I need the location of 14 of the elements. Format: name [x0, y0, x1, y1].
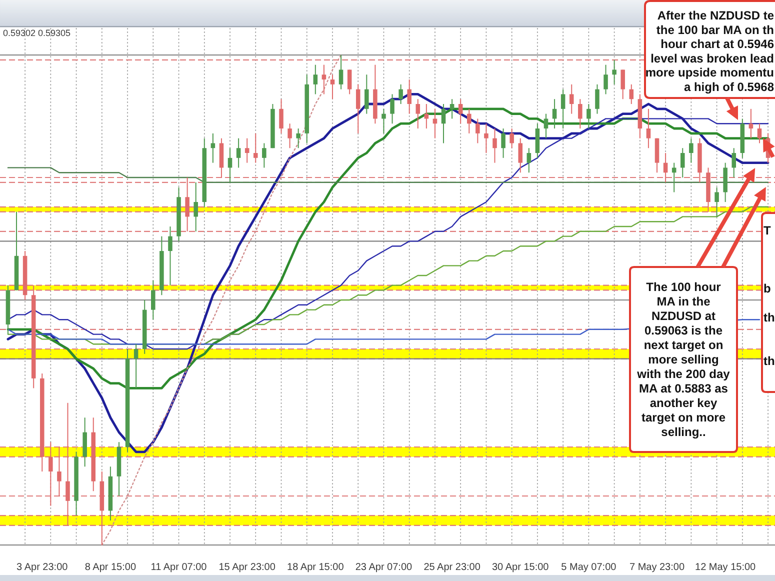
x-tick-label: 30 Apr 15:00	[492, 562, 550, 573]
x-tick-label: 18 Apr 15:00	[287, 562, 344, 573]
x-tick-label: 12 May 15:00	[695, 562, 756, 573]
x-tick-label: 11 Apr 07:00	[150, 562, 208, 573]
x-tick-label: 7 May 23:00	[629, 562, 685, 573]
x-tick-label: 23 Apr 07:00	[355, 562, 413, 573]
x-tick-label: 5 May 07:00	[561, 562, 617, 573]
text: The 100 hour MA in the NZDUSD at 0.59063 is the next target on more selling with the 200 day MA at 0.5883 as another key target on more selling..	[637, 280, 730, 439]
text: T b th th	[764, 224, 775, 368]
x-tick-label: 3 Apr 23:00	[16, 562, 68, 573]
x-tick-label: 8 Apr 15:00	[84, 562, 136, 573]
x-tick-label: 25 Apr 23:00	[424, 562, 481, 573]
x-tick-label: 15 Apr 23:00	[218, 562, 276, 573]
text: 0.59302 0.59305	[3, 28, 71, 38]
